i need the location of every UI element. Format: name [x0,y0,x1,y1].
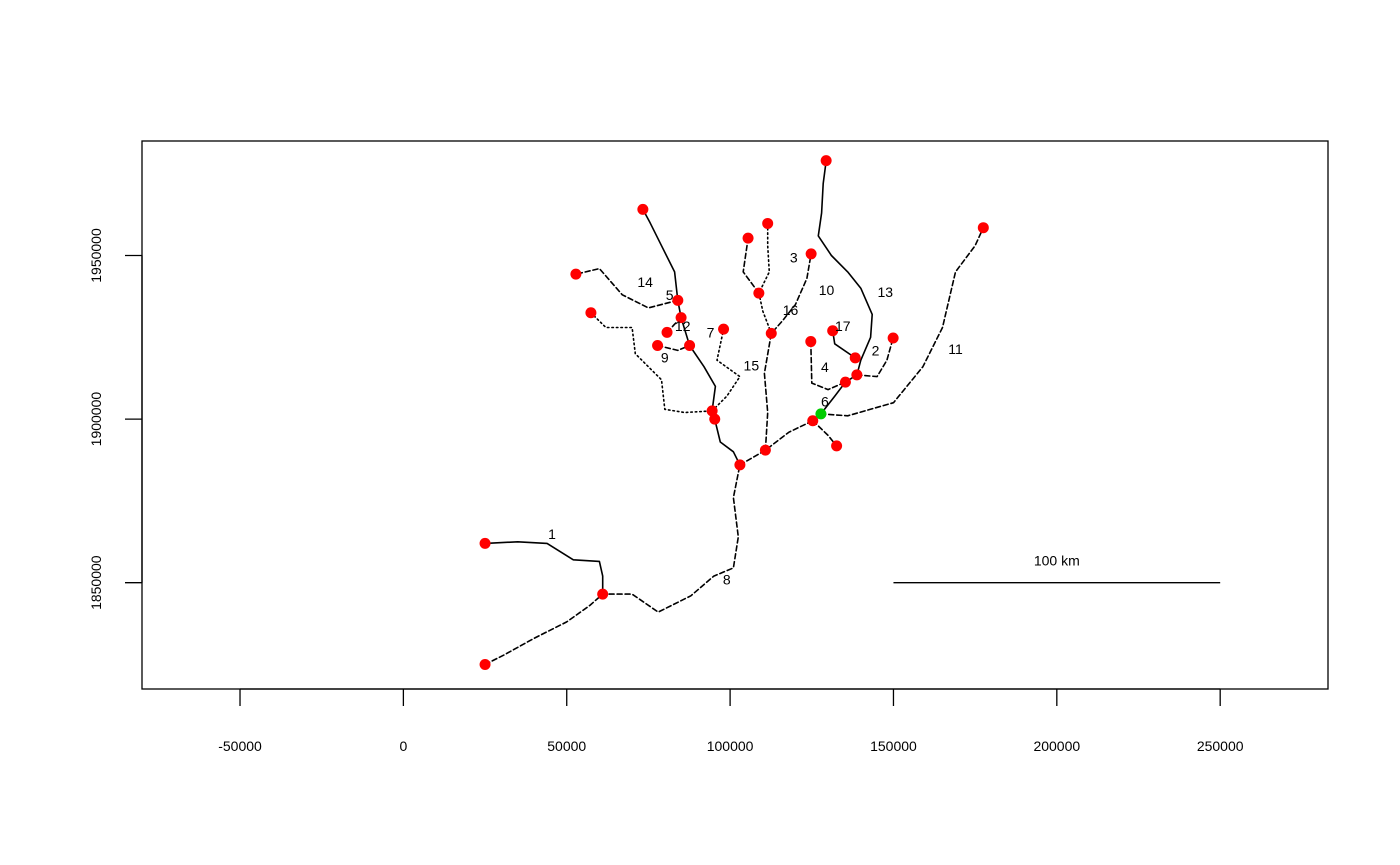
stream-reach [811,419,838,447]
site-point [765,327,777,339]
x-tick-label: 0 [399,738,407,754]
reach-label: 12 [675,318,691,334]
outlet-point [815,408,827,420]
site-point [652,339,664,351]
reach-label: 3 [790,249,798,265]
stream-network [484,159,985,666]
site-point [675,312,687,324]
reach-label: 2 [872,343,880,359]
reach-label: 7 [707,325,715,341]
stream-reach [742,237,760,294]
x-tick-label: 200000 [1033,738,1080,754]
x-tick-label: 250000 [1197,738,1244,754]
site-points [479,155,989,670]
site-point [753,287,765,299]
site-point [479,658,491,670]
reach-label: 16 [783,302,799,318]
y-tick-label: 1850000 [88,555,104,610]
scale-bar: 100 km [893,553,1221,584]
reach-label: 15 [744,357,760,373]
x-tick-label: -50000 [218,738,262,754]
stream-reach [739,226,985,466]
reach-label: 1 [548,526,556,542]
site-point [718,323,730,335]
site-point [977,222,989,234]
reach-label: 11 [948,341,963,357]
x-tick-label: 50000 [547,738,586,754]
reach-label: 14 [637,274,653,290]
site-point [839,376,851,388]
site-point [570,268,582,280]
site-point [734,459,746,471]
x-tick-label: 100000 [707,738,754,754]
reach-label: 17 [835,318,851,334]
x-axis: -50000 0 50000 100000 150000 200000 250000 [218,688,1244,754]
site-point [585,307,597,319]
stream-reach [763,253,812,452]
stream-reach [642,208,741,466]
site-point [479,537,491,549]
y-tick-label: 1950000 [88,228,104,283]
y-tick-label: 1900000 [88,392,104,447]
stream-reach [484,464,741,666]
plot-frame [141,140,1329,690]
site-point [887,332,899,344]
stream-reach [711,328,741,412]
site-point [762,217,774,229]
reach-label: 13 [878,284,894,300]
stream-reach [758,222,773,335]
stream-reach [484,540,604,595]
stream-reach [856,337,894,378]
site-point [742,232,754,244]
site-point [827,325,839,337]
site-point [805,336,817,348]
reach-label: 6 [821,393,829,409]
site-point [759,444,771,456]
y-axis: 1850000 1900000 1950000 [88,228,143,610]
site-point [597,588,609,600]
site-point [831,440,843,452]
site-point [820,155,832,167]
site-point [805,248,817,260]
reach-label: 8 [723,572,731,588]
site-point [807,415,819,427]
site-point [684,339,696,351]
reach-label: 5 [666,287,674,303]
site-point [849,352,861,364]
site-point [661,326,673,338]
site-point [709,413,721,425]
site-point [637,203,649,215]
stream-reach [590,311,713,414]
x-tick-label: 150000 [870,738,917,754]
reach-label: 4 [821,359,829,375]
stream-reach [809,340,847,391]
reach-label: 9 [661,349,669,365]
reach-label: 10 [819,282,835,298]
site-point [851,369,863,381]
site-point [672,294,684,306]
scale-bar-label: 100 km [1034,553,1080,569]
stream-reach [575,267,679,309]
